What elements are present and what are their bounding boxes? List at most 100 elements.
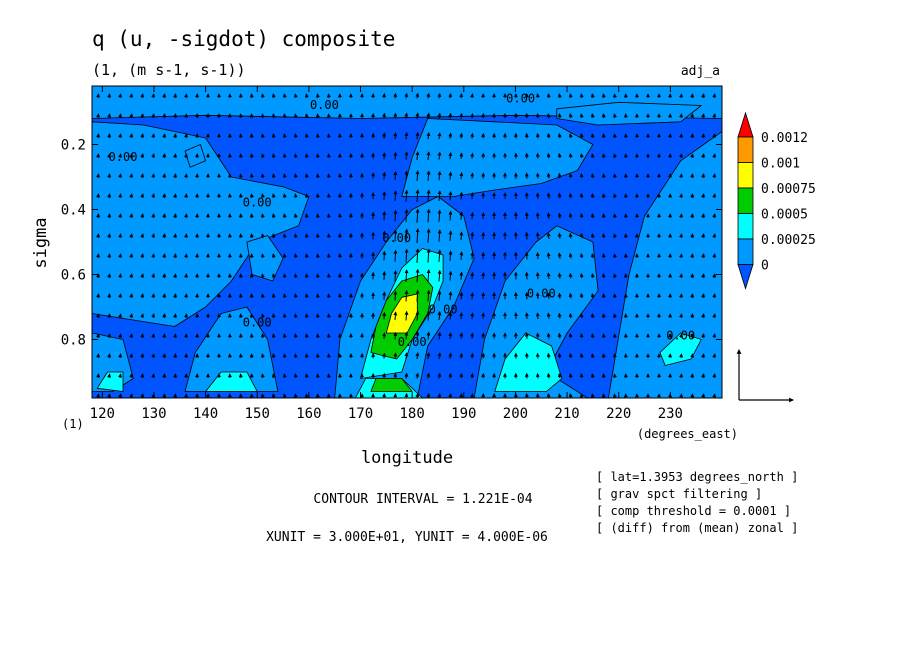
vector-arrow — [271, 113, 276, 119]
info-line-2: [ grav spct filtering ] — [596, 487, 762, 501]
vector-arrow — [601, 173, 606, 179]
x-tick-label: 130 — [141, 406, 166, 422]
vector-arrow — [535, 372, 540, 379]
vector-arrow — [568, 192, 573, 199]
vector-arrow — [107, 393, 112, 398]
vector-arrow — [470, 93, 475, 99]
vector-arrow — [601, 393, 606, 398]
vector-arrow — [535, 212, 540, 220]
vector-arrow — [415, 92, 420, 99]
vector-arrow — [470, 271, 475, 280]
vector-arrow — [690, 93, 695, 99]
vector-arrow — [107, 133, 112, 139]
vector-arrow — [712, 333, 717, 339]
vector-arrow — [701, 193, 706, 199]
vector-arrow — [271, 213, 276, 219]
vector-arrow — [173, 253, 178, 259]
vector-arrow — [260, 193, 265, 199]
vector-arrow — [679, 373, 684, 379]
vector-arrow — [151, 173, 156, 179]
vector-arrow — [448, 171, 453, 180]
chart-title: q (u, -sigdot) composite — [92, 27, 395, 51]
vector-arrow — [568, 393, 573, 398]
vector-arrow — [162, 93, 167, 99]
vector-arrow — [129, 133, 134, 139]
vector-arrow — [590, 133, 595, 139]
vector-arrow — [271, 193, 276, 199]
vector-arrow — [129, 213, 134, 219]
vector-arrow — [96, 313, 101, 319]
vector-arrow — [304, 113, 309, 119]
vector-arrow — [326, 173, 331, 179]
vector-arrow — [590, 333, 595, 339]
vector-arrow — [140, 373, 145, 379]
vector-arrow — [140, 233, 145, 239]
vector-arrow — [315, 393, 320, 398]
vector-arrow — [448, 93, 453, 99]
vector-arrow — [679, 273, 684, 279]
x-tick-label: 210 — [554, 406, 579, 422]
x-tick-label: 120 — [90, 406, 115, 422]
contour-region-level1 — [608, 131, 722, 398]
vector-arrow — [712, 253, 717, 259]
vector-arrow — [151, 153, 156, 159]
vector-arrow — [679, 233, 684, 239]
vector-arrow — [701, 313, 706, 319]
vector-arrow — [326, 313, 331, 319]
vector-arrow — [326, 153, 331, 159]
vector-arrow — [293, 173, 298, 179]
vector-arrow — [546, 252, 551, 259]
vector-arrow — [470, 372, 475, 379]
vector-arrow — [579, 93, 584, 99]
x-tick-label: 200 — [503, 406, 528, 422]
vector-arrow — [151, 213, 156, 219]
vector-arrow — [271, 313, 276, 319]
vector-arrow — [712, 153, 717, 159]
vector-arrow — [315, 353, 320, 359]
vector-arrow — [579, 153, 584, 159]
vector-arrow — [315, 233, 320, 239]
vector-arrow — [470, 211, 475, 220]
vector-arrow — [690, 213, 695, 219]
vector-arrow — [601, 193, 606, 199]
vector-arrow — [271, 333, 276, 339]
vector-arrow — [437, 209, 442, 222]
vector-arrow — [546, 232, 551, 239]
vector-arrow — [701, 353, 706, 359]
vector-arrow — [315, 373, 320, 379]
x-tick-label: 190 — [451, 406, 476, 422]
vector-arrow — [712, 193, 717, 199]
colorbar-bottom-triangle — [737, 264, 754, 290]
vector-arrow — [96, 333, 101, 339]
vector-arrow — [437, 311, 442, 321]
vector-arrow — [129, 113, 134, 119]
vector-arrow — [107, 193, 112, 199]
vector-arrow — [260, 213, 265, 219]
vector-arrow — [393, 190, 398, 201]
vector-arrow — [601, 353, 606, 359]
vector-arrow — [557, 232, 562, 239]
colorbar-label: 0.0005 — [761, 208, 808, 223]
contour-label: 0.00 — [398, 335, 427, 349]
vector-arrow — [415, 151, 420, 161]
vector-arrow — [315, 153, 320, 159]
contour-label: 0.00 — [429, 303, 458, 317]
vector-arrow — [568, 173, 573, 179]
vector-arrow — [282, 393, 287, 398]
vector-arrow — [701, 93, 706, 99]
vector-arrow — [426, 112, 431, 119]
vector-arrow — [590, 293, 595, 299]
vector-arrow — [415, 268, 420, 283]
vector-arrow — [96, 213, 101, 219]
vector-arrow — [162, 353, 167, 359]
vector-arrow — [260, 253, 265, 259]
vector-arrow — [470, 172, 475, 179]
colorbar-label: 0 — [761, 259, 769, 274]
vector-arrow — [590, 313, 595, 319]
vector-arrow — [535, 312, 540, 319]
vector-arrow — [249, 233, 254, 239]
vector-arrow — [282, 213, 287, 219]
vector-arrow — [293, 253, 298, 259]
vector-arrow — [393, 112, 398, 119]
vector-arrow — [557, 312, 562, 319]
